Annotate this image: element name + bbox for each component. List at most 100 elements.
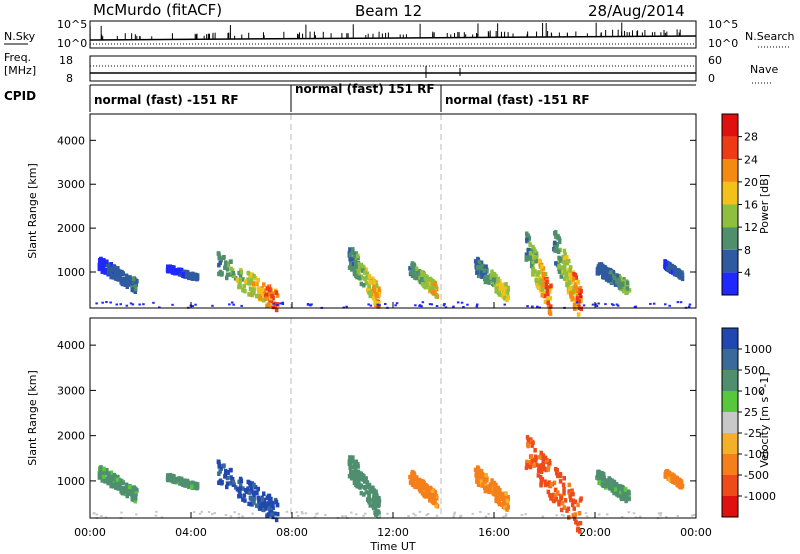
scatter-cell [679, 301, 683, 304]
echo-cell [225, 475, 230, 481]
scatter-cell [638, 515, 642, 518]
scatter-cell [237, 513, 241, 516]
scatter-cell [524, 513, 527, 516]
echo-cell [127, 491, 131, 496]
echo-cell [415, 269, 420, 274]
echo-cell [114, 269, 118, 275]
echo-cell [535, 462, 539, 468]
echo-cell [131, 276, 136, 282]
echo-cell [424, 285, 428, 290]
echo-cell [557, 499, 561, 505]
echo-cell [411, 473, 415, 478]
echo-cell [238, 493, 243, 499]
echo-cell [530, 256, 534, 261]
scatter-cell [306, 303, 310, 306]
echo-cell [363, 270, 367, 275]
scatter-cell [634, 516, 638, 519]
scatter-cell [224, 514, 228, 516]
echo-cell [538, 454, 542, 460]
scatter-cell [309, 304, 312, 306]
echo-cell [489, 484, 494, 489]
echo-cell [579, 298, 583, 303]
scatter-cell [115, 303, 118, 306]
echo-cell [569, 294, 573, 299]
echo-cell [414, 475, 419, 480]
echo-cell [374, 283, 379, 288]
scatter-cell [443, 303, 446, 305]
echo-cell [364, 280, 368, 286]
echo-cell [576, 521, 580, 526]
echo-cell [623, 487, 628, 492]
echo-cell [614, 482, 619, 487]
echo-cell [409, 270, 413, 276]
echo-cell [679, 479, 684, 484]
power-colorbar-tick: 8 [744, 244, 751, 257]
echo-cell [415, 477, 420, 483]
echo-cell [430, 488, 435, 493]
echo-cell [572, 516, 577, 521]
echo-cell [353, 256, 358, 262]
echo-cell [568, 265, 573, 270]
echo-cell [667, 476, 671, 481]
echo-cell [541, 287, 545, 292]
echo-cell [534, 458, 538, 463]
scatter-cell [105, 301, 108, 303]
echo-cell [125, 280, 129, 285]
echo-cell [120, 480, 125, 486]
echo-cell [549, 482, 554, 487]
echo-cell [535, 271, 540, 276]
echo-cell [503, 290, 508, 296]
echo-cell [252, 273, 256, 279]
scatter-cell [198, 512, 202, 515]
echo-cell [555, 242, 560, 247]
echo-cell [483, 276, 487, 281]
echo-cell [576, 279, 580, 285]
echo-cell [600, 476, 605, 481]
echo-cell [540, 293, 544, 298]
scatter-cell [479, 510, 482, 513]
scatter-cell [414, 514, 417, 517]
echo-region [524, 231, 553, 316]
echo-cell [490, 279, 494, 285]
echo-cell [577, 511, 582, 516]
scatter-cell [575, 301, 579, 304]
echo-cell [672, 265, 676, 270]
x-tick-label: 16:00 [478, 526, 510, 539]
echo-cell [501, 496, 506, 501]
echo-cell [237, 279, 242, 285]
velocity-colorbar-swatch [722, 370, 738, 391]
echo-cell [166, 477, 170, 482]
echo-region [524, 435, 583, 534]
scatter-cell [430, 303, 433, 306]
echo-cell [410, 261, 415, 266]
scatter-cell [442, 304, 446, 307]
scatter-cell [154, 514, 158, 517]
echo-cell [556, 235, 560, 240]
echo-cell [433, 491, 438, 496]
echo-cell [677, 484, 682, 489]
echo-cell [557, 502, 561, 507]
echo-cell [271, 304, 275, 310]
echo-cell [579, 295, 583, 300]
echo-cell [175, 268, 179, 273]
echo-cell [485, 267, 489, 273]
beam-label: Beam 12 [355, 2, 422, 20]
echo-cell [128, 484, 132, 490]
echo-cell [258, 505, 262, 511]
echo-cell [573, 306, 577, 311]
echo-cell [352, 461, 357, 467]
echo-cell [544, 281, 548, 287]
echo-cell [348, 257, 352, 262]
velocity-colorbar-swatch [722, 496, 738, 517]
scatter-cell [229, 515, 233, 518]
echo-cell [601, 483, 606, 488]
echo-cell [567, 280, 572, 286]
x-tick-label: 00:00 [74, 526, 106, 539]
power-colorbar-swatch [722, 272, 738, 295]
echo-cell [562, 487, 566, 492]
echo-region [473, 465, 510, 512]
echo-cell [596, 473, 600, 478]
echo-cell [539, 469, 544, 474]
scatter-cell [503, 303, 506, 306]
cpid-segment-2: normal (fast) 151 RF [295, 82, 435, 96]
